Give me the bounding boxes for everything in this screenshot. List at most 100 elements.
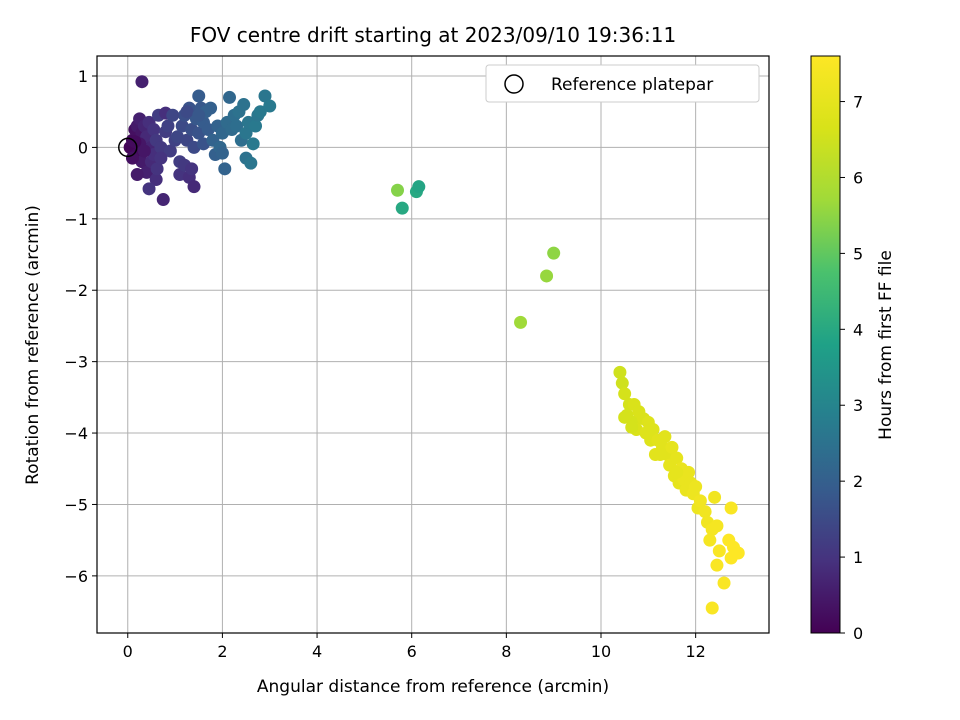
y-tick-label: −2 <box>64 281 88 300</box>
legend: Reference platepar <box>485 64 760 103</box>
reference-platepar-marker <box>118 137 138 158</box>
colorbar-ticks: 0 1 2 3 4 5 6 7 <box>840 93 863 643</box>
data-point <box>514 315 528 329</box>
colorbar-tick-label: 2 <box>853 472 863 491</box>
x-tick-label: 4 <box>312 642 322 661</box>
data-point <box>665 440 679 454</box>
data-point <box>142 182 156 196</box>
data-point <box>230 119 244 133</box>
data-point <box>391 183 405 197</box>
data-point <box>618 410 632 424</box>
data-point <box>185 162 199 176</box>
data-point <box>682 465 696 479</box>
x-tick-label: 10 <box>591 642 611 661</box>
data-point <box>218 162 232 176</box>
data-point <box>156 193 170 207</box>
chart-title: FOV centre drift starting at 2023/09/10 … <box>190 23 676 47</box>
data-point <box>244 156 258 170</box>
data-point <box>717 576 731 590</box>
data-point <box>615 376 629 390</box>
legend-reference-marker <box>504 74 524 94</box>
y-tick-label: −1 <box>64 210 88 229</box>
data-point <box>689 480 703 494</box>
data-point <box>204 101 218 115</box>
y-tick-label: −5 <box>64 495 88 514</box>
data-point <box>703 533 717 547</box>
data-point <box>731 546 745 560</box>
data-point <box>161 119 175 133</box>
data-point <box>154 151 168 165</box>
y-tick-label: −4 <box>64 424 88 443</box>
data-point <box>137 144 151 158</box>
data-point <box>412 180 426 194</box>
colorbar-tick-label: 4 <box>853 320 863 339</box>
colorbar-tick-label: 1 <box>853 548 863 567</box>
x-tick-label: 2 <box>217 642 227 661</box>
data-point <box>625 420 639 434</box>
y-tick-label: 1 <box>78 67 88 86</box>
data-point <box>540 269 554 283</box>
colorbar: 0 1 2 3 4 5 6 7 Hours from first FF file <box>810 55 896 643</box>
colorbar-tick-label: 0 <box>853 624 863 643</box>
data-point <box>130 168 144 182</box>
legend-box <box>485 64 760 103</box>
y-axis-label: Rotation from reference (arcmin) <box>23 205 43 485</box>
data-point <box>150 162 164 176</box>
data-point <box>192 89 206 103</box>
x-axis-label: Angular distance from reference (arcmin) <box>257 677 609 697</box>
data-point <box>149 173 163 187</box>
colorbar-tick-label: 6 <box>853 168 863 187</box>
y-axis-ticks: 1 0 −1 −2 −3 −4 −5 −6 <box>64 67 97 586</box>
data-point <box>246 137 260 151</box>
data-point <box>125 151 139 165</box>
x-tick-label: 12 <box>685 642 705 661</box>
data-point <box>670 451 684 465</box>
colorbar-gradient <box>810 55 841 634</box>
data-point <box>249 119 263 133</box>
x-tick-label: 0 <box>123 642 133 661</box>
data-point <box>163 144 177 158</box>
data-point <box>705 601 719 615</box>
x-axis-ticks: 0 2 4 6 8 10 12 <box>123 633 706 661</box>
plot-frame <box>96 55 770 634</box>
data-point <box>710 558 724 572</box>
data-point <box>253 105 267 119</box>
data-point <box>618 387 632 401</box>
data-point <box>239 126 253 140</box>
reference-marker <box>118 137 138 158</box>
data-point <box>237 98 251 112</box>
y-tick-label: 0 <box>78 138 88 157</box>
data-point <box>724 501 738 515</box>
colorbar-label: Hours from first FF file <box>876 250 896 440</box>
data-point <box>613 365 627 379</box>
data-point <box>698 505 712 519</box>
data-point <box>223 90 237 104</box>
data-point <box>263 99 277 113</box>
data-point <box>147 123 161 137</box>
x-tick-label: 6 <box>407 642 417 661</box>
legend-label: Reference platepar <box>551 75 713 95</box>
x-tick-label: 8 <box>501 642 511 661</box>
data-point <box>166 108 180 122</box>
data-point <box>646 422 660 436</box>
data-point <box>192 108 206 122</box>
data-point <box>670 465 684 479</box>
data-point <box>135 75 149 89</box>
data-point <box>187 180 201 194</box>
data-point <box>710 519 724 533</box>
data-points <box>123 75 745 615</box>
y-tick-label: −6 <box>64 567 88 586</box>
y-tick-label: −3 <box>64 353 88 372</box>
data-point <box>653 447 667 461</box>
data-point <box>708 490 722 504</box>
data-point <box>693 494 707 508</box>
data-point <box>258 89 272 103</box>
colorbar-tick-label: 3 <box>853 396 863 415</box>
data-point <box>215 146 229 160</box>
data-point <box>712 544 726 558</box>
colorbar-tick-label: 5 <box>853 244 863 263</box>
data-point <box>547 246 561 260</box>
data-point <box>395 201 409 215</box>
data-point <box>658 430 672 444</box>
